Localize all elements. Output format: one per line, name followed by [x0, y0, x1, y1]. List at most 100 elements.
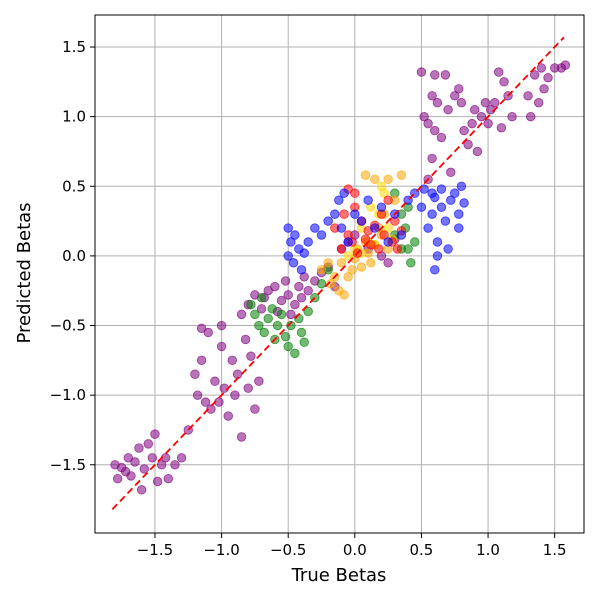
- x-tick-label-3: 0.0: [343, 541, 367, 559]
- data-point: [443, 244, 453, 254]
- data-point: [427, 188, 437, 198]
- data-point: [240, 334, 251, 345]
- data-point: [379, 230, 389, 240]
- data-point: [316, 265, 327, 275]
- data-point: [454, 209, 464, 219]
- data-point: [406, 258, 416, 268]
- data-point: [236, 309, 247, 320]
- y-tick-label-3: 0.0: [62, 247, 86, 265]
- data-point: [432, 237, 443, 247]
- data-point: [276, 295, 287, 306]
- data-point: [432, 98, 443, 108]
- data-point: [216, 341, 227, 352]
- data-point: [383, 174, 393, 185]
- data-point: [459, 125, 469, 136]
- x-axis-ticks: −1.5 −1.0 −0.5 0.0 0.5 1.0 1.5: [137, 533, 567, 559]
- data-point: [446, 195, 456, 205]
- data-point: [130, 457, 140, 467]
- data-point: [416, 202, 427, 212]
- data-point: [440, 70, 451, 80]
- data-point: [536, 63, 547, 73]
- y-axis-label: Predicted Betas: [14, 202, 35, 343]
- series-1: [246, 188, 420, 359]
- y-tick-label-6: 1.5: [62, 38, 86, 56]
- x-tick-label-4: 0.5: [410, 541, 434, 559]
- data-point: [436, 202, 447, 212]
- data-point: [490, 98, 500, 108]
- data-point: [392, 244, 403, 254]
- data-point: [206, 404, 216, 414]
- series-0: [110, 60, 571, 495]
- data-point: [454, 223, 464, 233]
- data-point: [383, 223, 393, 233]
- data-point: [323, 216, 333, 226]
- data-point: [299, 337, 309, 347]
- x-tick-label-6: 1.5: [543, 541, 567, 559]
- data-point: [480, 98, 491, 108]
- data-point: [223, 411, 233, 421]
- data-point: [347, 265, 357, 275]
- data-point: [326, 279, 336, 289]
- data-point: [507, 111, 517, 122]
- data-point: [356, 262, 367, 272]
- data-point: [366, 258, 376, 268]
- data-point: [530, 70, 540, 80]
- data-point: [396, 170, 407, 180]
- data-point: [416, 67, 427, 77]
- data-point: [196, 355, 207, 366]
- data-point: [200, 397, 211, 407]
- data-point: [467, 118, 477, 129]
- data-point: [230, 390, 240, 400]
- data-point: [150, 429, 160, 439]
- y-tick-label-5: 1.0: [62, 108, 86, 126]
- data-point: [360, 170, 371, 180]
- data-point: [533, 98, 544, 108]
- data-point: [476, 111, 487, 122]
- data-point: [436, 184, 447, 194]
- data-point: [410, 237, 420, 247]
- data-point: [143, 439, 153, 449]
- data-point: [283, 290, 293, 300]
- data-point: [296, 327, 307, 338]
- data-point: [334, 195, 344, 205]
- data-point: [263, 286, 273, 296]
- data-point: [294, 281, 304, 292]
- data-point: [526, 111, 536, 122]
- data-point: [350, 188, 360, 198]
- data-point: [259, 327, 269, 338]
- data-point: [136, 485, 147, 495]
- data-point: [290, 348, 300, 359]
- data-point: [263, 313, 273, 324]
- series-5: [283, 181, 469, 275]
- data-point: [430, 70, 440, 80]
- data-point: [379, 188, 389, 198]
- data-point: [436, 132, 447, 143]
- data-point: [283, 251, 293, 261]
- data-point: [270, 281, 280, 292]
- data-point: [267, 304, 277, 314]
- data-point: [256, 292, 267, 303]
- data-point: [296, 292, 307, 303]
- plot-frame: [94, 14, 585, 534]
- data-point: [432, 251, 443, 261]
- data-point: [243, 383, 253, 393]
- data-point: [276, 309, 287, 320]
- data-point: [280, 276, 291, 286]
- data-point: [323, 258, 333, 268]
- data-point: [339, 290, 349, 300]
- data-point: [170, 460, 180, 470]
- data-point: [427, 209, 437, 219]
- data-point: [112, 473, 123, 484]
- data-point: [443, 104, 453, 115]
- data-point: [383, 195, 393, 205]
- data-point: [126, 471, 136, 481]
- data-point: [283, 341, 293, 352]
- x-tick-label-5: 1.0: [476, 541, 500, 559]
- data-point: [316, 279, 327, 289]
- data-point: [139, 464, 149, 474]
- data-point: [383, 258, 393, 268]
- data-point: [316, 230, 327, 240]
- data-point: [450, 188, 460, 198]
- data-point: [254, 376, 264, 386]
